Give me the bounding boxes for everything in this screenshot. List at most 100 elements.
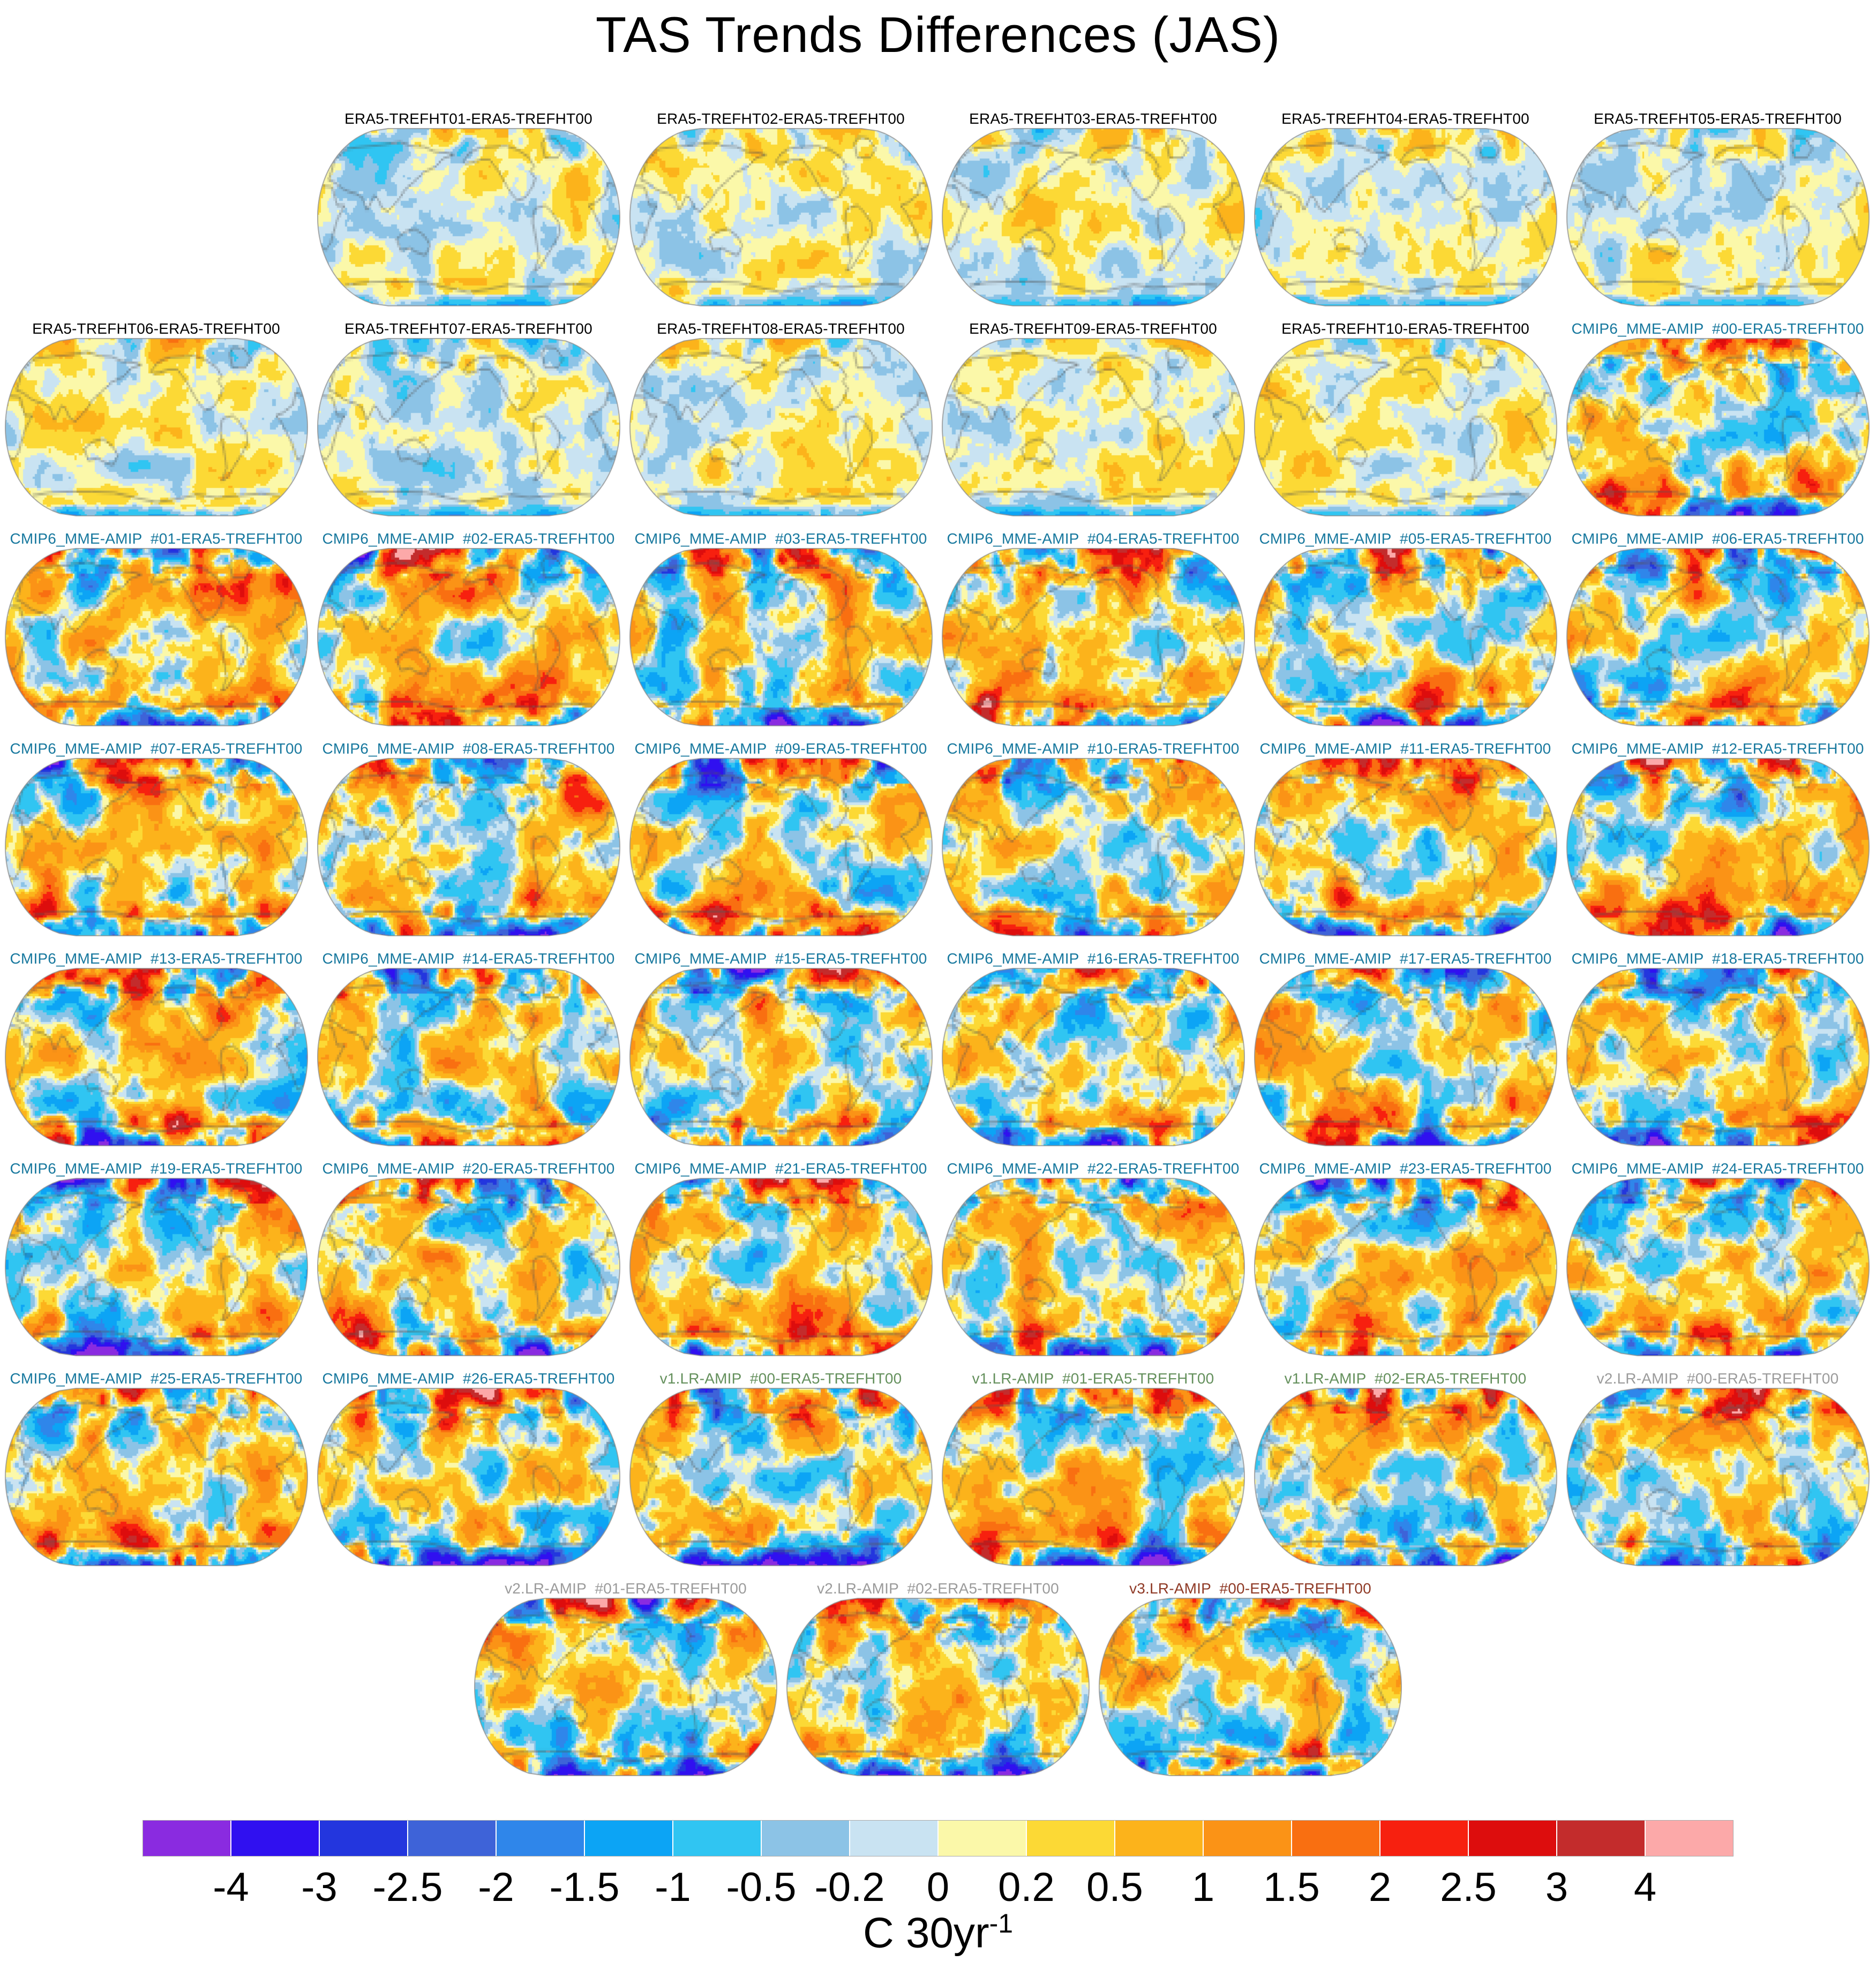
map-panel-title: ERA5-TREFHT05-ERA5-TREFHT00 [1594, 110, 1842, 127]
map-panel-title: CMIP6_MME-AMIP #04-ERA5-TREFHT00 [947, 530, 1240, 547]
map-panel: CMIP6_MME-AMIP #14-ERA5-TREFHT00 [312, 947, 625, 1146]
map-canvas-robinson [317, 1387, 620, 1566]
map-canvas-robinson [941, 1387, 1245, 1566]
colorbar-segment [673, 1820, 762, 1856]
colorbar-tick-label: 0.5 [1086, 1864, 1143, 1910]
map-panel: v2.LR-AMIP #02-ERA5-TREFHT00 [782, 1577, 1094, 1776]
map-panel-title: CMIP6_MME-AMIP #21-ERA5-TREFHT00 [634, 1160, 927, 1177]
map-panel: CMIP6_MME-AMIP #20-ERA5-TREFHT00 [312, 1157, 625, 1356]
map-panel-title: CMIP6_MME-AMIP #02-ERA5-TREFHT00 [322, 530, 615, 547]
map-panel: ERA5-TREFHT08-ERA5-TREFHT00 [625, 317, 937, 516]
map-panel-title: CMIP6_MME-AMIP #24-ERA5-TREFHT00 [1571, 1160, 1864, 1177]
colorbar-segment [762, 1820, 850, 1856]
map-panel: CMIP6_MME-AMIP #06-ERA5-TREFHT00 [1562, 527, 1874, 726]
colorbar-units-main: C 30yr [862, 1908, 989, 1957]
colorbar: -4 -3 -2.5 -2 -1.5 -1 -0.5 -0.2 0 0.2 0.5 1 1.5 2 2.5 3… [142, 1820, 1734, 1958]
map-panel: CMIP6_MME-AMIP #00-ERA5-TREFHT00 [1562, 317, 1874, 516]
map-canvas-robinson [4, 1387, 308, 1566]
map-panel-title: ERA5-TREFHT02-ERA5-TREFHT00 [657, 110, 905, 127]
map-row: ERA5-TREFHT01-ERA5-TREFHT00 ERA5-TREFHT0… [0, 107, 1876, 306]
map-panel-title: ERA5-TREFHT06-ERA5-TREFHT00 [32, 320, 280, 337]
map-grid: ERA5-TREFHT01-ERA5-TREFHT00 ERA5-TREFHT0… [0, 107, 1876, 1776]
map-panel: ERA5-TREFHT06-ERA5-TREFHT00 [0, 317, 312, 516]
map-canvas-robinson [1566, 127, 1870, 306]
map-panel: CMIP6_MME-AMIP #26-ERA5-TREFHT00 [312, 1367, 625, 1566]
map-canvas-robinson [4, 337, 308, 516]
map-canvas-robinson [1254, 547, 1557, 726]
colorbar-tick-label: 1.5 [1263, 1864, 1320, 1910]
map-panel: CMIP6_MME-AMIP #09-ERA5-TREFHT00 [625, 737, 937, 936]
map-panel: CMIP6_MME-AMIP #16-ERA5-TREFHT00 [937, 947, 1249, 1146]
map-panel-title: v2.LR-AMIP #02-ERA5-TREFHT00 [817, 1580, 1059, 1597]
map-canvas-robinson [941, 337, 1245, 516]
map-panel-title: ERA5-TREFHT04-ERA5-TREFHT00 [1281, 110, 1529, 127]
colorbar-segment [231, 1820, 320, 1856]
map-canvas-robinson [474, 1597, 777, 1776]
map-canvas-robinson [1566, 757, 1870, 936]
map-panel: CMIP6_MME-AMIP #17-ERA5-TREFHT00 [1249, 947, 1562, 1146]
colorbar-tick-label: 2.5 [1440, 1864, 1497, 1910]
colorbar-tick-label: -2 [478, 1864, 514, 1910]
map-panel: CMIP6_MME-AMIP #03-ERA5-TREFHT00 [625, 527, 937, 726]
map-panel-title: ERA5-TREFHT03-ERA5-TREFHT00 [969, 110, 1217, 127]
map-panel: CMIP6_MME-AMIP #08-ERA5-TREFHT00 [312, 737, 625, 936]
map-panel: ERA5-TREFHT04-ERA5-TREFHT00 [1249, 107, 1562, 306]
colorbar-segment [1469, 1820, 1557, 1856]
colorbar-tick-label: 0 [926, 1864, 950, 1910]
colorbar-ticks: -4 -3 -2.5 -2 -1.5 -1 -0.5 -0.2 0 0.2 0.5 1 1.5 2 2.5 3… [142, 1856, 1734, 1910]
map-canvas-robinson [317, 1177, 620, 1356]
map-canvas-robinson [4, 967, 308, 1146]
colorbar-segment [1204, 1820, 1292, 1856]
colorbar-segment [1115, 1820, 1204, 1856]
map-canvas-robinson [1566, 1387, 1870, 1566]
map-panel: ERA5-TREFHT07-ERA5-TREFHT00 [312, 317, 625, 516]
colorbar-segment [585, 1820, 673, 1856]
map-canvas-robinson [629, 1177, 933, 1356]
map-panel-title: CMIP6_MME-AMIP #08-ERA5-TREFHT00 [322, 740, 615, 757]
map-panel: CMIP6_MME-AMIP #18-ERA5-TREFHT00 [1562, 947, 1874, 1146]
map-canvas-robinson [941, 547, 1245, 726]
map-panel: ERA5-TREFHT09-ERA5-TREFHT00 [937, 317, 1249, 516]
map-panel-title: ERA5-TREFHT01-ERA5-TREFHT00 [344, 110, 592, 127]
colorbar-tick-label: -0.2 [814, 1864, 885, 1910]
map-canvas-robinson [317, 757, 620, 936]
map-panel: ERA5-TREFHT03-ERA5-TREFHT00 [937, 107, 1249, 306]
map-panel-title: CMIP6_MME-AMIP #20-ERA5-TREFHT00 [322, 1160, 615, 1177]
map-panel-title: CMIP6_MME-AMIP #23-ERA5-TREFHT00 [1259, 1160, 1552, 1177]
map-canvas-robinson [4, 757, 308, 936]
map-panel: ERA5-TREFHT01-ERA5-TREFHT00 [312, 107, 625, 306]
map-canvas-robinson [1566, 967, 1870, 1146]
map-panel: CMIP6_MME-AMIP #10-ERA5-TREFHT00 [937, 737, 1249, 936]
colorbar-segment [939, 1820, 1027, 1856]
map-canvas-robinson [1566, 337, 1870, 516]
map-panel: CMIP6_MME-AMIP #21-ERA5-TREFHT00 [625, 1157, 937, 1356]
colorbar-units-exponent: -1 [989, 1908, 1014, 1938]
map-canvas-robinson [941, 757, 1245, 936]
colorbar-units: C 30yr-1 [142, 1908, 1734, 1958]
map-panel-title: v1.LR-AMIP #02-ERA5-TREFHT00 [1284, 1370, 1527, 1387]
map-panel-title: ERA5-TREFHT07-ERA5-TREFHT00 [344, 320, 592, 337]
map-canvas-robinson [941, 127, 1245, 306]
map-row: ERA5-TREFHT06-ERA5-TREFHT00 ERA5-TREFHT0… [0, 317, 1876, 516]
map-canvas-robinson [1254, 1387, 1557, 1566]
map-panel-title: v3.LR-AMIP #00-ERA5-TREFHT00 [1129, 1580, 1371, 1597]
map-panel-title: CMIP6_MME-AMIP #09-ERA5-TREFHT00 [634, 740, 927, 757]
map-panel-title: ERA5-TREFHT08-ERA5-TREFHT00 [657, 320, 905, 337]
map-panel: v1.LR-AMIP #00-ERA5-TREFHT00 [625, 1367, 937, 1566]
map-panel-title: CMIP6_MME-AMIP #26-ERA5-TREFHT00 [322, 1370, 615, 1387]
colorbar-segment [497, 1820, 585, 1856]
map-row: CMIP6_MME-AMIP #13-ERA5-TREFHT00 CMIP6_M… [0, 947, 1876, 1146]
map-canvas-robinson [317, 337, 620, 516]
map-panel: CMIP6_MME-AMIP #11-ERA5-TREFHT00 [1249, 737, 1562, 936]
map-canvas-robinson [317, 547, 620, 726]
figure-title: TAS Trends Differences (JAS) [595, 6, 1281, 63]
map-panel-title: CMIP6_MME-AMIP #13-ERA5-TREFHT00 [10, 950, 303, 967]
map-panel-title: v2.LR-AMIP #00-ERA5-TREFHT00 [1596, 1370, 1839, 1387]
map-panel-title: ERA5-TREFHT10-ERA5-TREFHT00 [1281, 320, 1529, 337]
map-panel: CMIP6_MME-AMIP #23-ERA5-TREFHT00 [1249, 1157, 1562, 1356]
colorbar-segment [408, 1820, 497, 1856]
map-canvas-robinson [629, 967, 933, 1146]
map-panel-title: ERA5-TREFHT09-ERA5-TREFHT00 [969, 320, 1217, 337]
map-panel-title: v1.LR-AMIP #01-ERA5-TREFHT00 [972, 1370, 1214, 1387]
map-row: CMIP6_MME-AMIP #25-ERA5-TREFHT00 CMIP6_M… [0, 1367, 1876, 1566]
